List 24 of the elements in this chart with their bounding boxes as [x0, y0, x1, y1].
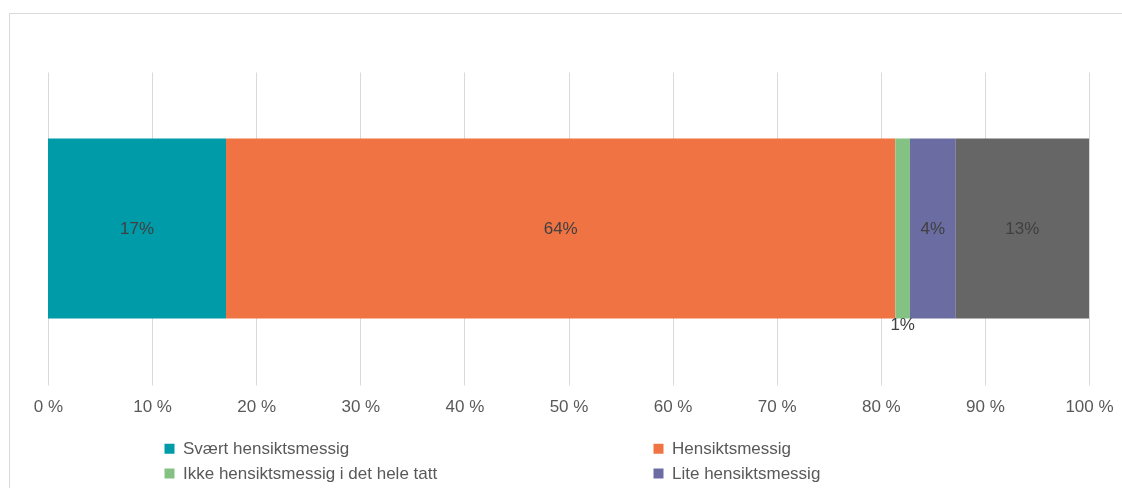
data-label: 64%	[543, 218, 578, 238]
legend-label: Lite hensiktsmessig	[672, 463, 821, 483]
bar	[48, 138, 227, 319]
x-tick-label: 100 %	[1065, 396, 1114, 416]
x-tick-label: 30 %	[341, 396, 381, 416]
x-tick-label: 80 %	[861, 396, 901, 416]
x-tick-label: 90 %	[966, 396, 1005, 416]
bar	[226, 138, 896, 319]
legend-label: Ikke hensiktsmessig i det hele tatt	[183, 463, 438, 483]
bar	[895, 138, 910, 319]
data-label: 1%	[890, 315, 915, 335]
x-tick-label: 50 %	[549, 396, 589, 416]
x-tick-label: 10 %	[133, 396, 172, 416]
x-tick-label: 60 %	[653, 396, 693, 416]
legend-label: Hensiktsmessig	[672, 438, 792, 458]
x-tick-label: 70 %	[757, 396, 797, 416]
data-label: 4%	[920, 218, 946, 238]
x-tick-label: 40 %	[445, 396, 485, 416]
x-tick-label: 0 %	[33, 396, 64, 416]
x-tick-label: 20 %	[237, 396, 277, 416]
data-label: 17%	[119, 218, 155, 238]
bar	[955, 138, 1089, 319]
bar	[909, 138, 956, 319]
legend-label: Svært hensiktsmessig	[183, 438, 350, 458]
